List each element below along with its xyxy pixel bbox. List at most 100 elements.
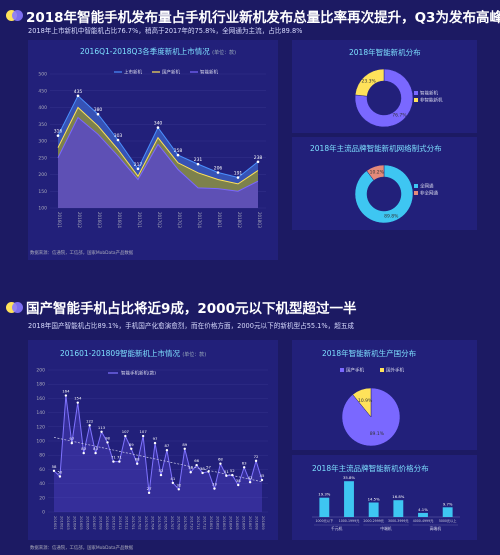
- data-label: 41: [170, 476, 175, 481]
- x-tick-label: 2018Q2: [237, 212, 242, 228]
- bar: [442, 507, 453, 517]
- x-tick-label: 2016Q4: [117, 212, 122, 228]
- data-point: [216, 171, 220, 174]
- bar: [368, 502, 379, 517]
- data-point: [124, 434, 127, 438]
- y-tick-label: 160: [36, 396, 45, 402]
- data-point: [171, 481, 175, 485]
- data-point: [96, 112, 100, 116]
- data-label: 55: [200, 466, 205, 471]
- x-tick-label: 201801: [209, 516, 213, 530]
- slice-label: 89.1%: [370, 431, 385, 437]
- data-point: [183, 447, 186, 451]
- data-point: [153, 441, 157, 445]
- data-label: 50: [58, 470, 63, 475]
- y-tick-label: 180: [36, 382, 45, 388]
- data-point: [70, 441, 74, 445]
- data-label: 231: [194, 157, 203, 163]
- chart2-title: 201601-201809智能新机上市情况 (单位：款): [60, 348, 206, 359]
- data-point: [76, 401, 79, 404]
- source-2: 数据来源：信通院，工信部，国家MobData产品数据: [30, 546, 134, 551]
- data-label: 97: [69, 436, 74, 441]
- data-point: [141, 434, 145, 438]
- panel-pie-3: 2018年智能新机生产国分布 89.1% 10.9% 国产手机 国外手机: [292, 340, 477, 450]
- group-label: 高端机: [430, 526, 442, 531]
- x-tick-label: 2017Q4: [197, 212, 202, 228]
- x-tick-label: 201803: [222, 516, 226, 530]
- bar-chart: 19.3% 1000元以下 35.8% 1000-1999元 14.5% 2000-299…: [312, 475, 460, 531]
- x-tick-label: 201711: [196, 516, 200, 530]
- data-point: [254, 459, 258, 463]
- x-tick-label: 2018Q3: [257, 212, 262, 228]
- bar-value-label: 4.1%: [418, 507, 428, 512]
- data-point: [196, 162, 200, 166]
- data-label: 89: [129, 442, 134, 447]
- x-tick-label: 201708: [177, 516, 181, 530]
- x-tick-label: 201612: [125, 516, 129, 530]
- y-tick-label: 350: [38, 122, 47, 128]
- x-tick-label: 201809: [261, 516, 265, 530]
- x-tick-label: 2016Q3: [97, 212, 102, 228]
- y-tick-label: 250: [38, 155, 47, 161]
- y-tick-label: 400: [38, 105, 47, 111]
- x-tick-label: 201702: [138, 516, 142, 530]
- section2-subtitle: 2018年国产智能机占比89.1%，手机国产化愈演愈烈，而在价格方面，2000元…: [28, 322, 355, 330]
- x-tick-label: 201705: [157, 516, 161, 530]
- x-tick-label: 201704: [151, 516, 155, 530]
- bar: [344, 481, 354, 517]
- data-point: [64, 394, 68, 397]
- x-tick-label: 2017Q1: [137, 212, 142, 228]
- y-tick-label: 450: [38, 88, 47, 94]
- x-tick-label: 2016Q1: [57, 212, 62, 228]
- data-label: 57: [206, 465, 211, 470]
- x-tick-label: 201605: [79, 516, 83, 530]
- data-label: 68: [135, 457, 140, 462]
- source-1: 数据来源：信通院，工信部，国家MobData产品数据: [30, 251, 134, 256]
- x-tick-label: 201610: [112, 516, 116, 530]
- slice-label: 23.3%: [361, 78, 376, 84]
- data-point: [136, 167, 140, 171]
- data-label: 238: [254, 155, 263, 161]
- y-tick-label: 100: [36, 439, 45, 445]
- data-point: [52, 469, 56, 473]
- x-tick-label: 201602: [60, 516, 64, 530]
- bar-value-label: 16.8%: [392, 494, 404, 499]
- data-point: [219, 462, 222, 465]
- bar: [393, 500, 404, 517]
- x-tick-label: 5000元以上: [439, 518, 457, 523]
- data-label: 52: [230, 468, 235, 473]
- legend-label: 全网通: [420, 183, 434, 190]
- x-tick-label: 2018Q1: [217, 212, 222, 228]
- data-label: 32: [176, 482, 181, 487]
- slice-label: 10.9%: [358, 398, 373, 404]
- legend-swatch: [414, 98, 418, 102]
- data-label: 72: [254, 454, 259, 459]
- x-tick-label: 2000-2999元: [363, 519, 384, 523]
- x-tick-label: 201802: [216, 516, 220, 530]
- legend-label: 智能新机: [200, 69, 218, 76]
- data-label: 89: [182, 442, 187, 447]
- data-label: 98: [105, 435, 110, 440]
- series-area-3: [58, 117, 258, 208]
- data-label: 164: [62, 389, 70, 394]
- series-line-2: [57, 106, 259, 185]
- legend-swatch: [414, 184, 418, 188]
- data-label: 97: [153, 436, 158, 441]
- series-area: [54, 395, 262, 512]
- pie-slice: [354, 164, 414, 224]
- data-point: [236, 176, 240, 179]
- data-label: 107: [122, 429, 130, 434]
- bar-value-label: 35.8%: [343, 475, 355, 480]
- data-point: [248, 480, 252, 484]
- chart1-title-text: 2016Q1-2018Q3各季度新机上市情况: [80, 47, 210, 56]
- data-point: [118, 460, 121, 463]
- data-label: 42: [248, 475, 253, 480]
- panel-line-chart-2: 201601-201809智能新机上市情况 (单位：款) 0 20 40 60 80 10…: [28, 340, 278, 540]
- data-label: 380: [94, 107, 103, 113]
- data-point: [225, 474, 228, 477]
- x-tick-label: 201606: [86, 516, 90, 530]
- bar-value-label: 9.7%: [443, 501, 453, 506]
- x-tick-label: 1000元以下: [315, 519, 333, 523]
